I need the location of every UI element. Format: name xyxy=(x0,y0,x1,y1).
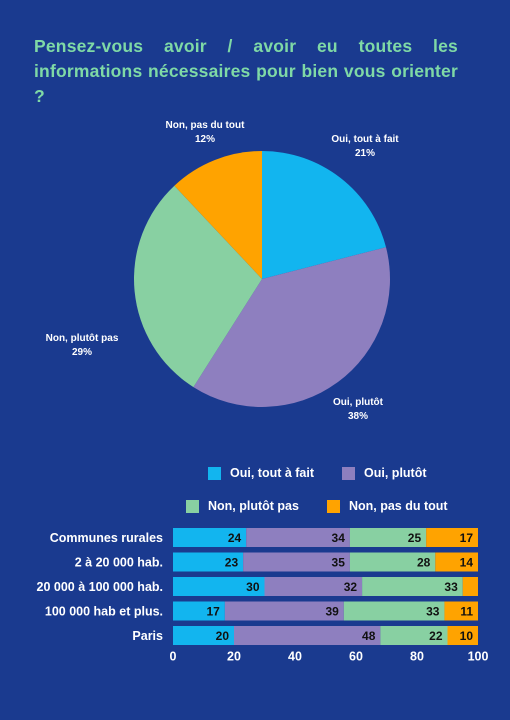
pie-label-value: 38% xyxy=(347,411,368,422)
bar-value-label: 25 xyxy=(408,531,422,545)
x-tick-label: 20 xyxy=(227,650,241,664)
bar-value-label: 22 xyxy=(429,629,443,643)
bar-segment-oui-tout-a-fait xyxy=(173,528,247,547)
legend-label-oui-plutot: Oui, plutôt xyxy=(364,466,427,480)
bar-value-label: 32 xyxy=(344,580,358,594)
legend-label-non-plutot-pas: Non, plutôt pas xyxy=(208,499,299,513)
bar-segment-oui-tout-a-fait xyxy=(173,552,244,572)
bar-segment-non-plutot-pas xyxy=(349,552,436,572)
pie-chart xyxy=(134,151,390,407)
bar-value-label: 35 xyxy=(332,556,346,570)
bar-value-label: 17 xyxy=(206,605,220,619)
x-tick-label: 80 xyxy=(410,650,424,664)
legend-swatch-non-pas-du-tout xyxy=(326,499,340,513)
bar-value-label: 10 xyxy=(460,629,474,643)
pie-label-value: 29% xyxy=(71,347,92,358)
bar-segment-non-pas-du-tout xyxy=(426,528,478,547)
pie-slice-non-pas-du-tout xyxy=(174,151,262,279)
category-label-paris: Paris xyxy=(132,629,163,643)
legend-label-oui-tout-a-fait: Oui, tout à fait xyxy=(230,466,315,480)
bar-value-label: 28 xyxy=(417,556,431,570)
bar-segment-non-plutot-pas xyxy=(349,528,427,547)
bar-segment-non-pas-du-tout xyxy=(444,601,478,621)
bar-value-label: 20 xyxy=(216,629,230,643)
category-label-20-000-a-100-000-hab: 20 000 à 100 000 hab. xyxy=(37,580,163,594)
legend-row-1: Oui, tout à fait Oui, plutôt xyxy=(208,466,455,480)
pie-slice-oui-plutot xyxy=(193,247,390,407)
legend-swatch-non-plutot-pas xyxy=(186,499,199,513)
bar-value-label: 33 xyxy=(426,605,440,619)
pie-label-name: Non, pas du tout xyxy=(165,120,245,131)
bar-segment-oui-tout-a-fait xyxy=(173,626,234,645)
bar-segment-oui-plutot xyxy=(243,552,350,572)
bar-value-label: 48 xyxy=(362,629,376,643)
category-label-100-000-hab-et-plus: 100 000 hab et plus. xyxy=(45,605,163,619)
pie-label-non-plutot-pas: Non, plutôt pas 29% xyxy=(46,332,119,360)
legend-swatch-oui-plutot xyxy=(342,466,356,480)
legend-row-2: Non, plutôt pas Non, pas du tout xyxy=(186,499,448,513)
category-label-communes-rurales: Communes rurales xyxy=(50,531,163,545)
x-tick-label: 0 xyxy=(170,650,177,664)
pie-label-non-pas-du-tout: Non, pas du tout 12% xyxy=(166,119,245,147)
x-tick-label: 40 xyxy=(288,650,302,664)
pie-label-value: 12% xyxy=(194,134,216,145)
legend-label-non-pas-du-tout: Non, pas du tout xyxy=(348,499,448,513)
x-tick-label: 100 xyxy=(468,650,489,664)
pie-slice-oui-tout-a-fait xyxy=(262,151,386,279)
bar-value-label: 24 xyxy=(228,531,242,545)
pie-label-name: Oui, plutôt xyxy=(333,397,383,408)
bar-segment-oui-plutot xyxy=(246,528,350,547)
bar-segment-oui-tout-a-fait xyxy=(173,601,225,621)
x-tick-label: 60 xyxy=(349,650,363,664)
bar-segment-non-plutot-pas xyxy=(362,577,463,596)
bar-value-label: 17 xyxy=(460,531,474,545)
bar-value-label: 33 xyxy=(444,580,458,594)
legend-swatch-oui-tout-a-fait xyxy=(208,466,221,480)
bar-segment-non-plutot-pas xyxy=(343,601,445,621)
bar-segment-oui-plutot xyxy=(234,626,381,645)
legend-item-oui-tout-a-fait: Oui, tout à fait xyxy=(208,466,314,480)
chart-title: Pensez-vous avoir / avoir eu toutes les … xyxy=(34,36,458,106)
stacked-bar-chart: Communes rurales 24 34 25 17 2 à 20 000 hab. 2… xyxy=(37,528,489,664)
pie-label-name: Oui, tout à fait xyxy=(331,134,399,145)
bar-segment-non-pas-du-tout xyxy=(447,626,478,645)
category-label-2-a-20-000-hab: 2 à 20 000 hab. xyxy=(75,556,163,570)
pie-label-name: Non, plutôt pas xyxy=(45,333,119,344)
bar-segment-non-pas-du-tout xyxy=(435,552,478,572)
bar-segment-non-pas-du-tout xyxy=(462,577,478,596)
pie-label-oui-plutot: Oui, plutôt 38% xyxy=(333,396,383,424)
bar-segment-oui-plutot xyxy=(264,577,363,596)
bar-value-label: 11 xyxy=(460,605,473,619)
pie-slice-non-plutot-pas xyxy=(134,185,262,388)
bar-value-label: 23 xyxy=(225,556,239,570)
bar-segment-oui-tout-a-fait xyxy=(173,577,265,596)
bar-segment-oui-plutot xyxy=(224,601,344,621)
bar-value-label: 14 xyxy=(460,556,474,570)
bar-value-label: 30 xyxy=(246,580,260,594)
pie-label-value: 21% xyxy=(354,148,375,159)
legend-item-oui-plutot: Oui, plutôt xyxy=(342,466,427,480)
pie-label-oui-tout-a-fait: Oui, tout à fait 21% xyxy=(331,133,398,161)
legend-item-non-plutot-pas: Non, plutôt pas xyxy=(186,499,299,513)
bar-segment-non-plutot-pas xyxy=(380,626,448,645)
legend-item-non-pas-du-tout: Non, pas du tout xyxy=(326,499,448,513)
bar-value-label: 39 xyxy=(325,605,339,619)
bar-value-label: 34 xyxy=(332,531,346,545)
